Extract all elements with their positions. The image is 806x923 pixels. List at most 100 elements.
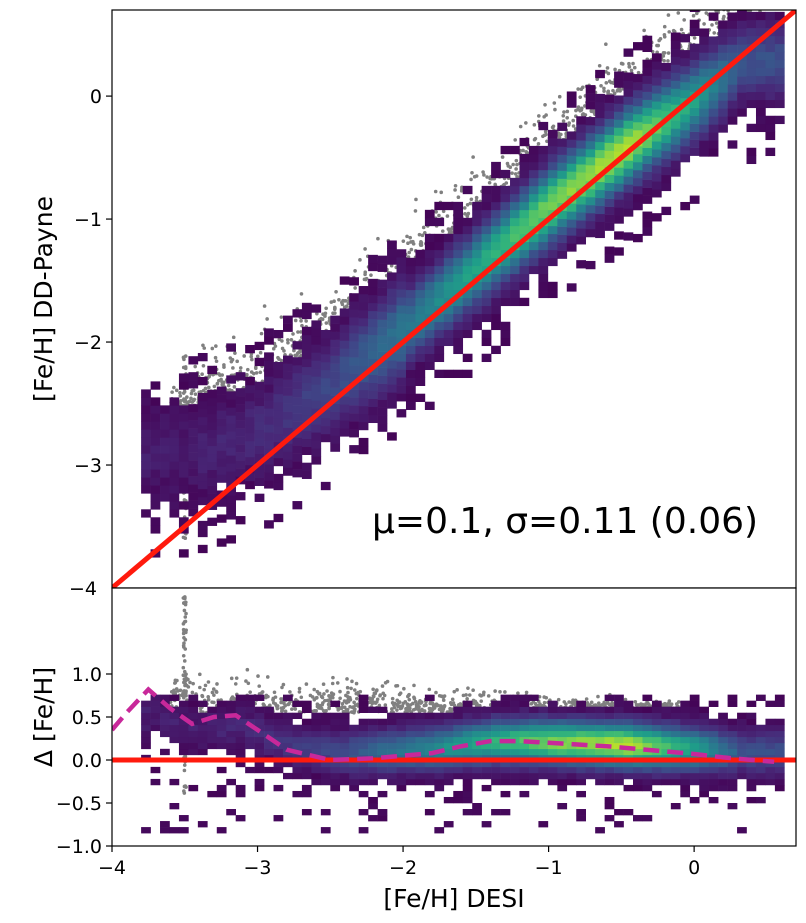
bottom-outlier-point (402, 686, 406, 691)
top-heat-cell (680, 74, 691, 83)
top-heat-cell (216, 418, 227, 427)
top-heat-cell (595, 213, 605, 223)
top-heat-cell (774, 83, 785, 93)
top-heat-cell (538, 177, 549, 187)
top-heat-cell (670, 112, 681, 121)
bottom-heat-cell (273, 712, 284, 720)
bottom-outlier-point (472, 701, 476, 706)
bottom-heat-cell (727, 742, 738, 750)
top-heat-cell (339, 276, 350, 285)
top-heat-cell (216, 402, 227, 411)
top-outlier-point (721, 16, 726, 21)
top-heat-cell (576, 204, 587, 213)
top-outlier-point (604, 42, 608, 46)
top-heat-cell (188, 484, 199, 493)
bottom-outlier-point (419, 700, 424, 705)
top-heat-cell (727, 68, 738, 77)
top-heat-cell (301, 374, 312, 384)
bottom-outlier-point (262, 703, 266, 708)
top-outlier-point (292, 348, 296, 353)
bottom-heat-cell (178, 736, 189, 744)
top-heat-cell (585, 220, 596, 230)
top-outlier-point (725, 6, 729, 10)
top-heat-cell (292, 413, 303, 422)
top-heat-cell (301, 342, 312, 352)
bottom-heat-cell (339, 718, 350, 726)
bottom-heat-cell (443, 718, 454, 726)
top-heat-cell (491, 289, 501, 299)
bottom-outlier-point (467, 693, 472, 697)
bottom-heat-cell (765, 760, 776, 768)
top-heat-cell (718, 108, 728, 117)
top-heat-cell (481, 249, 492, 259)
bottom-outlier-point (584, 697, 589, 701)
top-heat-cell (292, 389, 303, 398)
bottom-heat-cell (358, 778, 369, 786)
top-heat-cell (396, 305, 407, 314)
bottom-heat-cell (472, 736, 482, 744)
bottom-heat-cell (585, 724, 596, 732)
top-heat-cell (642, 115, 653, 124)
top-heat-cell (633, 98, 643, 107)
x-tick-label: −1 (535, 857, 563, 879)
top-outlier-point (409, 247, 414, 252)
bottom-heat-cell (491, 772, 501, 780)
bottom-heat-cell (623, 772, 634, 780)
top-heat-cell (566, 187, 577, 196)
top-outlier-point (214, 344, 218, 348)
top-heat-cell (377, 359, 388, 368)
top-heat-cell (737, 44, 747, 53)
top-outlier-point (733, 5, 737, 9)
bottom-heat-cell (415, 760, 426, 768)
bottom-heat-cell (614, 809, 624, 816)
bottom-outlier-point (288, 690, 292, 694)
top-heat-cell (330, 419, 341, 428)
top-outlier-point (344, 304, 349, 309)
bottom-heat-cell (670, 760, 681, 768)
bottom-heat-cell (462, 736, 473, 744)
top-heat-cell (453, 313, 464, 323)
top-heat-cell (737, 10, 747, 13)
top-heat-cell (301, 422, 312, 432)
bottom-heat-cell (708, 766, 719, 774)
top-heat-cell (519, 201, 530, 211)
bottom-heat-cell (169, 827, 180, 834)
top-heat-cell (377, 367, 388, 376)
top-heat-cell (245, 384, 255, 394)
bottom-outlier-point (401, 701, 406, 706)
bottom-heat-cell (207, 724, 218, 732)
bottom-outlier-point (370, 699, 374, 703)
top-heat-cell (283, 427, 293, 436)
bottom-heat-cell (216, 718, 227, 726)
top-heat-cell (330, 339, 341, 348)
top-heat-cell (443, 289, 454, 299)
top-heat-cell (141, 421, 151, 430)
top-heat-cell (718, 36, 728, 45)
top-heat-cell (207, 437, 218, 447)
top-heat-cell (689, 43, 700, 52)
top-heat-cell (510, 257, 520, 267)
bottom-outlier-point (173, 690, 177, 695)
bottom-heat-cell (481, 772, 492, 780)
bottom-heat-cell (765, 772, 776, 780)
top-heat-cell (415, 329, 426, 339)
top-heat-cell (500, 209, 511, 219)
bottom-outlier-point (461, 693, 466, 698)
top-heat-cell (680, 82, 691, 91)
top-heat-cell (330, 403, 341, 412)
bottom-heat-cell (680, 700, 691, 707)
bottom-heat-cell (387, 748, 397, 756)
top-heat-cell (207, 365, 218, 375)
top-heat-cell (320, 433, 331, 443)
top-heat-cell (528, 249, 539, 259)
bottom-heat-cell (538, 772, 549, 780)
bottom-heat-cell (349, 778, 359, 786)
top-heat-cell (349, 429, 359, 438)
top-heat-cell (368, 294, 378, 304)
top-heat-cell (547, 129, 558, 139)
top-heat-cell (566, 163, 577, 172)
bottom-heat-cell (718, 712, 728, 720)
top-heat-cell (141, 477, 151, 486)
bottom-heat-cell (462, 790, 473, 798)
top-heat-cell (528, 193, 539, 203)
